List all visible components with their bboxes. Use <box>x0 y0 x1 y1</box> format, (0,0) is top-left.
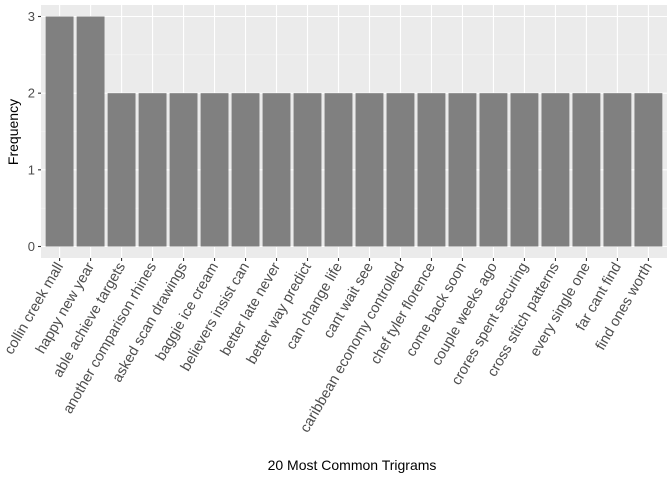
bar <box>541 93 570 247</box>
bar <box>479 93 508 247</box>
y-tick-label: 3 <box>28 9 35 24</box>
bar <box>386 93 415 247</box>
y-tick-label: 2 <box>28 86 35 101</box>
bar <box>262 93 291 247</box>
bar <box>169 93 198 247</box>
bars <box>45 16 663 247</box>
bar <box>200 93 229 247</box>
x-axis-title: 20 Most Common Trigrams <box>268 457 437 473</box>
bar <box>293 93 322 247</box>
bar <box>107 93 136 247</box>
y-axis: 0 1 2 3 <box>28 9 41 254</box>
bar <box>324 93 353 247</box>
bar <box>634 93 663 247</box>
bar <box>510 93 539 247</box>
bar <box>355 93 384 247</box>
y-tick-label: 1 <box>28 162 35 177</box>
bar <box>76 16 105 247</box>
bar <box>448 93 477 247</box>
bar <box>572 93 601 247</box>
bar <box>603 93 632 247</box>
bar <box>138 93 167 247</box>
bar <box>231 93 260 247</box>
bar <box>417 93 446 247</box>
y-axis-title: Frequency <box>5 99 21 165</box>
bar <box>45 16 74 247</box>
y-tick-label: 0 <box>28 239 35 254</box>
